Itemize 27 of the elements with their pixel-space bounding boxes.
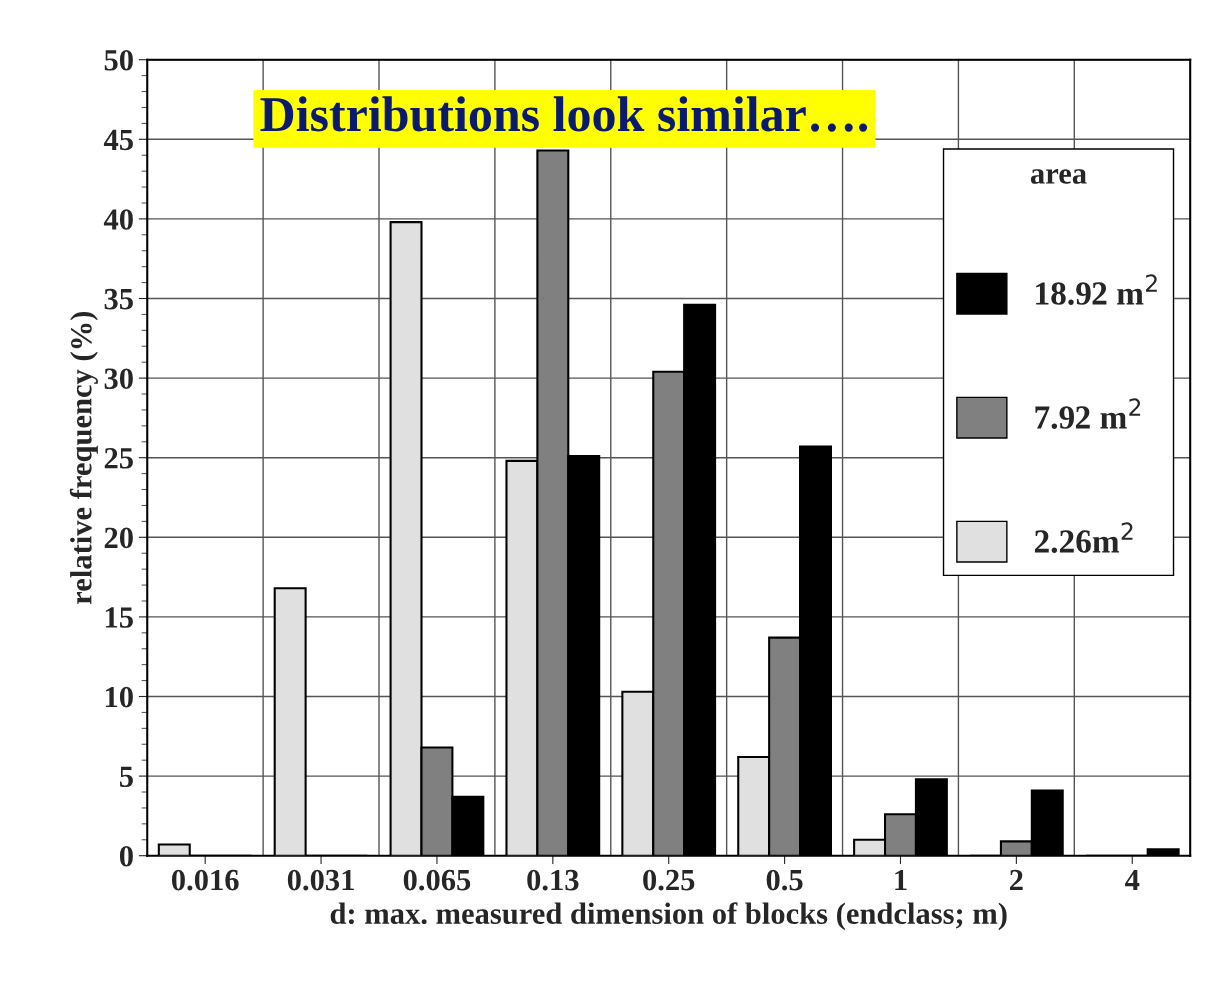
x-tick-label: 0.031 [287,869,354,891]
x-tick-label: 0.25 [643,869,695,891]
x-tick-label: 4 [1125,869,1140,891]
legend-title: area [1030,169,1087,184]
legend-label: 2.26m$^{2}$ [1034,522,1133,553]
x-tick-label: 0.13 [527,869,579,891]
y-tick-label: 35 [104,288,133,310]
text: Distributions look similar…. [260,96,868,132]
y-axis-title: relative frequency (%) [69,311,98,604]
y-tick-label: 15 [105,607,133,628]
y-tick-label: 5 [119,766,133,787]
y-tick-label: 0 [119,845,133,867]
legend-label: 7.92 m$^{2}$ [1035,398,1141,429]
y-tick-label: 40 [103,209,133,230]
x-tick-label: 1 [895,869,907,891]
x-axis-title: d: max. measured dimension of blocks (endclass; m) [330,902,1007,931]
y-tick-label: 50 [104,49,133,71]
y-tick-label: 30 [104,368,133,389]
y-tick-label: 20 [104,527,133,549]
y-tick-label: 25 [104,448,133,469]
x-tick-label: 0.016 [171,869,239,891]
legend-label: 18.92 m$^{2}$ [1036,274,1157,305]
x-tick-label: 2 [1010,869,1023,891]
x-tick-label: 0.065 [403,869,471,891]
y-tick-label: 10 [105,686,133,708]
x-tick-label: 0.5 [766,869,803,891]
y-tick-label: 45 [103,129,133,151]
